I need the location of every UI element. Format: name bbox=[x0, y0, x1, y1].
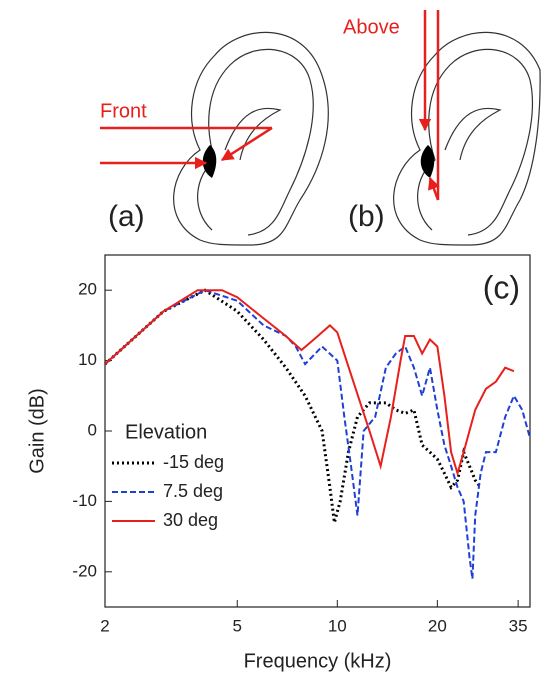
series-line bbox=[104, 289, 531, 579]
panel-b-label: (b) bbox=[348, 200, 385, 233]
legend-label: 30 deg bbox=[163, 510, 218, 530]
x-axis-label: Frequency (kHz) bbox=[244, 650, 392, 672]
ear-a bbox=[100, 31, 329, 246]
front-label: Front bbox=[100, 100, 147, 122]
y-tick-label: 0 bbox=[88, 420, 97, 439]
legend-label: 7.5 deg bbox=[163, 481, 223, 501]
ear-b bbox=[393, 10, 541, 246]
y-axis-label: Gain (dB) bbox=[26, 388, 48, 474]
panel-a-label: (a) bbox=[108, 200, 145, 233]
x-tick-label: 35 bbox=[509, 616, 528, 635]
legend-title: Elevation bbox=[125, 421, 207, 443]
x-tick-label: 10 bbox=[328, 616, 347, 635]
series-line bbox=[104, 289, 515, 477]
y-tick-label: 20 bbox=[78, 280, 97, 299]
x-tick-label: 5 bbox=[233, 616, 242, 635]
x-tick-label: 2 bbox=[100, 616, 109, 635]
y-tick-label: -20 bbox=[72, 561, 97, 580]
annotation: (c) bbox=[483, 269, 520, 305]
y-tick-label: -10 bbox=[72, 491, 97, 510]
x-tick-label: 20 bbox=[428, 616, 447, 635]
y-tick-label: 10 bbox=[78, 350, 97, 369]
legend-label: -15 deg bbox=[163, 452, 224, 472]
series-line bbox=[103, 288, 482, 523]
above-label: Above bbox=[343, 16, 400, 38]
